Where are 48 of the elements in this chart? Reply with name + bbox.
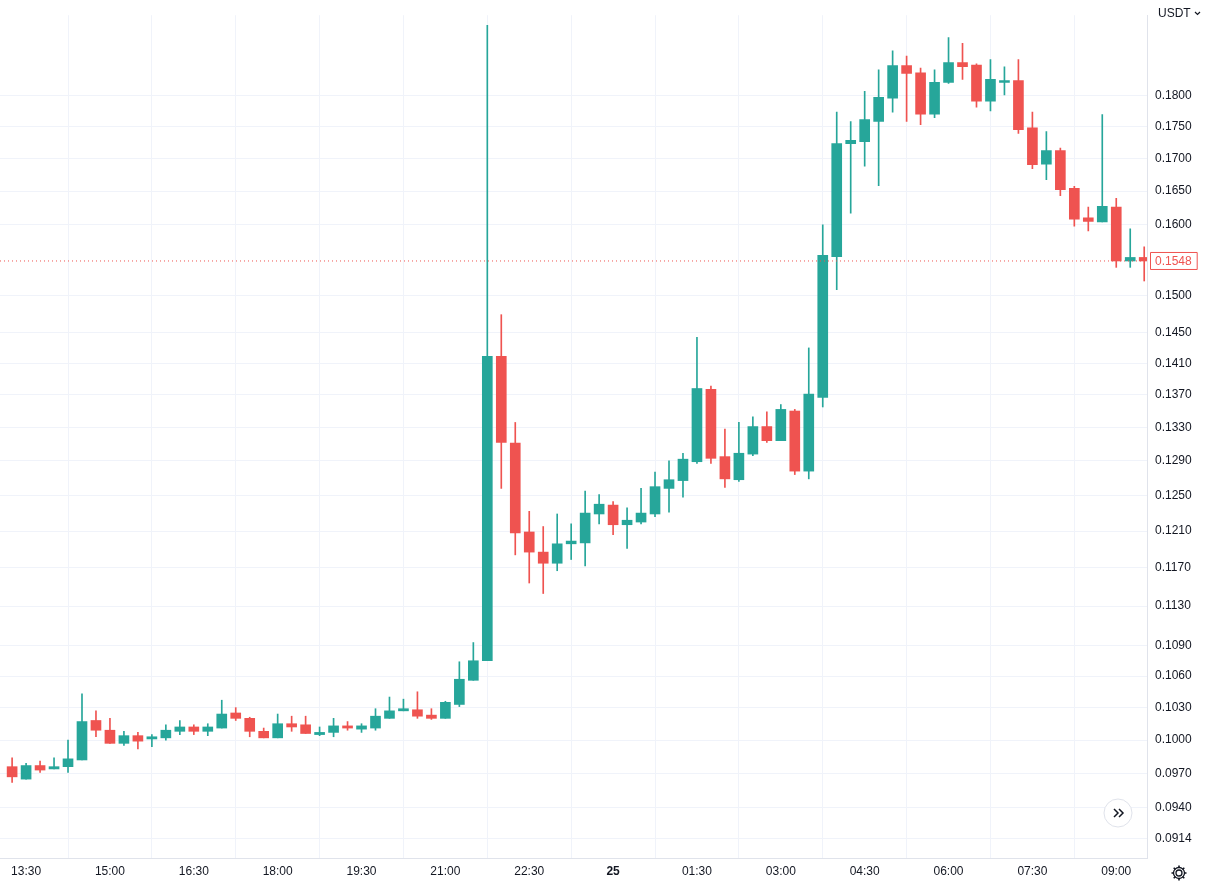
y-tick-label: 0.1290 — [1155, 453, 1193, 468]
y-tick-label: 0.1330 — [1155, 419, 1193, 434]
y-tick-label: 0.1000 — [1155, 732, 1193, 747]
x-tick-label: 07:30 — [1017, 863, 1048, 878]
y-tick-label: 0.0914 — [1155, 830, 1193, 845]
candlestick — [663, 460, 675, 513]
x-tick-label: 06:00 — [933, 863, 964, 878]
candlestick — [1096, 114, 1108, 223]
y-tick-label: 0.1130 — [1155, 598, 1192, 613]
ref-line-label: 0.1548 — [1155, 253, 1193, 268]
candlestick — [1082, 206, 1094, 232]
y-tick-label: 0.1370 — [1155, 387, 1193, 402]
x-tick-label: 09:00 — [1101, 863, 1132, 878]
y-tick-label: 0.0970 — [1155, 765, 1193, 780]
y-tick-label: 0.1500 — [1155, 287, 1193, 302]
y-tick-label: 0.1650 — [1155, 183, 1193, 198]
candlestick — [537, 526, 549, 594]
y-tick-label: 0.1030 — [1155, 699, 1193, 714]
x-tick-label: 22:30 — [514, 863, 545, 878]
y-tick-label: 0.1210 — [1155, 523, 1193, 538]
y-tick-label: 0.1800 — [1155, 87, 1193, 102]
x-tick-label: 13:30 — [11, 863, 42, 878]
text: USDT — [1158, 6, 1191, 20]
candlestick — [146, 734, 158, 747]
x-tick-label: 16:30 — [178, 863, 210, 878]
x-tick-label: 03:00 — [765, 863, 797, 878]
x-tick-label: 18:00 — [262, 863, 294, 878]
x-tick-label: 01:30 — [681, 863, 713, 878]
y-tick-label: 0.1250 — [1155, 487, 1193, 502]
y-tick-label: 0.1700 — [1155, 150, 1193, 165]
x-tick-label: 21:00 — [430, 863, 461, 878]
x-tick-label: 04:30 — [849, 863, 881, 878]
x-tick-label: 25 — [606, 863, 621, 878]
candlestick — [621, 507, 633, 549]
candlestick — [845, 121, 857, 214]
x-tick-label: 19:30 — [346, 863, 377, 878]
y-tick-label: 0.0940 — [1155, 800, 1193, 815]
y-tick-label: 0.1410 — [1155, 355, 1193, 370]
y-tick-label: 0.1170 — [1155, 560, 1192, 575]
x-tick-label: 15:00 — [94, 863, 126, 878]
y-tick-label: 0.1060 — [1155, 668, 1193, 683]
y-tick-label: 0.1600 — [1155, 217, 1193, 232]
candlestick — [48, 757, 60, 770]
candlestick — [565, 523, 577, 560]
y-tick-label: 0.1090 — [1155, 637, 1193, 652]
y-tick-label: 0.1450 — [1155, 324, 1193, 339]
candlestick — [1124, 228, 1136, 268]
y-tick-label: 0.1750 — [1155, 118, 1193, 133]
